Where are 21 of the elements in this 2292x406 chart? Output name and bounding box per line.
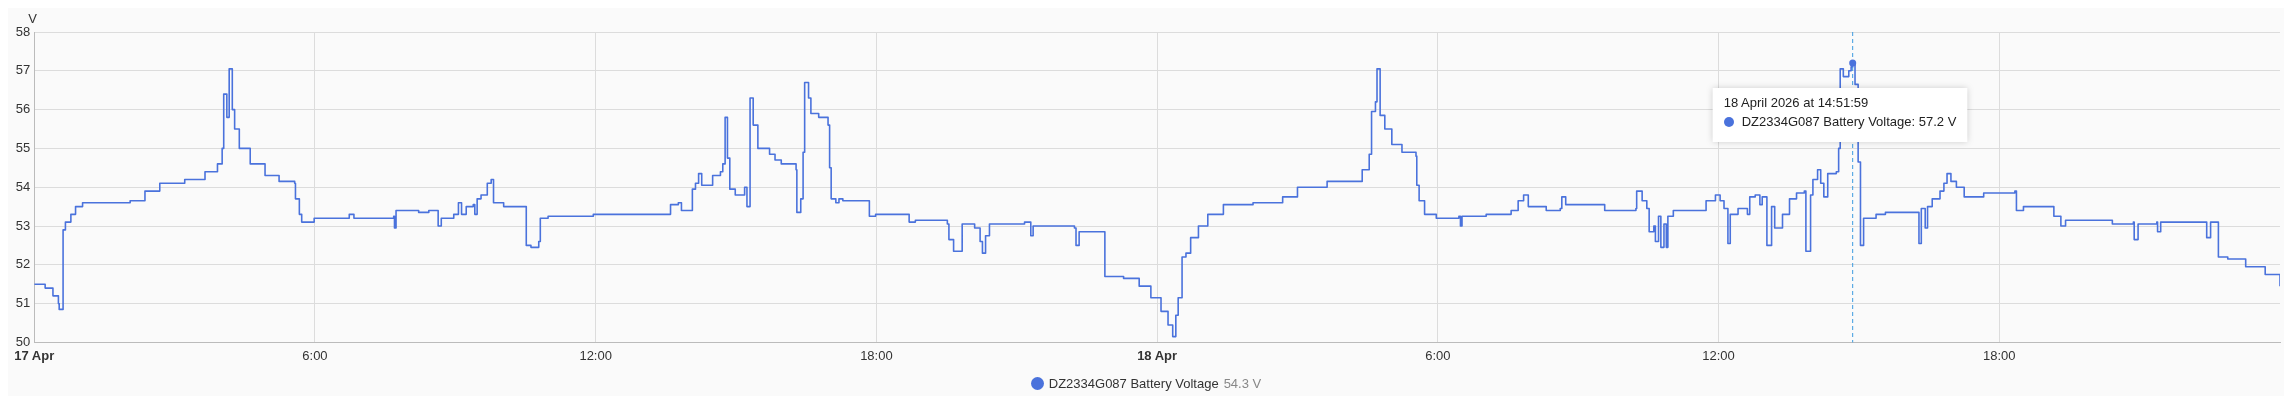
y-tick-label: 50 <box>15 333 31 349</box>
x-tick-label: 18:00 <box>860 347 893 363</box>
y-tick-label: 56 <box>15 101 31 117</box>
x-tick-label: 17 Apr <box>14 347 55 363</box>
x-tick-label: 18 Apr <box>1137 347 1178 363</box>
y-tick-label: 53 <box>15 217 31 233</box>
x-tick-label: 12:00 <box>1702 347 1735 363</box>
x-tick-label: 18:00 <box>1983 347 2016 363</box>
y-tick-label: 54 <box>15 178 31 194</box>
y-tick-label: 52 <box>15 256 31 272</box>
y-tick-label: 58 <box>15 23 31 39</box>
y-axis-title: V <box>28 11 38 27</box>
x-tick-label: 6:00 <box>1425 347 1451 363</box>
x-tick-label: 6:00 <box>302 347 328 363</box>
text: 54.3 V <box>1223 375 1262 391</box>
legend-label: DZ2334G087 Battery Voltage <box>1048 375 1219 391</box>
y-tick-label: 57 <box>15 62 31 78</box>
y-tick-label: 51 <box>15 295 31 311</box>
y-tick-label: 55 <box>15 139 31 155</box>
annotation: 18 April 2026 at 14:51:59 DZ2334G087 Battery Voltage: 57.2 V <box>1723 94 1957 129</box>
x-tick-label: 12:00 <box>579 347 612 363</box>
